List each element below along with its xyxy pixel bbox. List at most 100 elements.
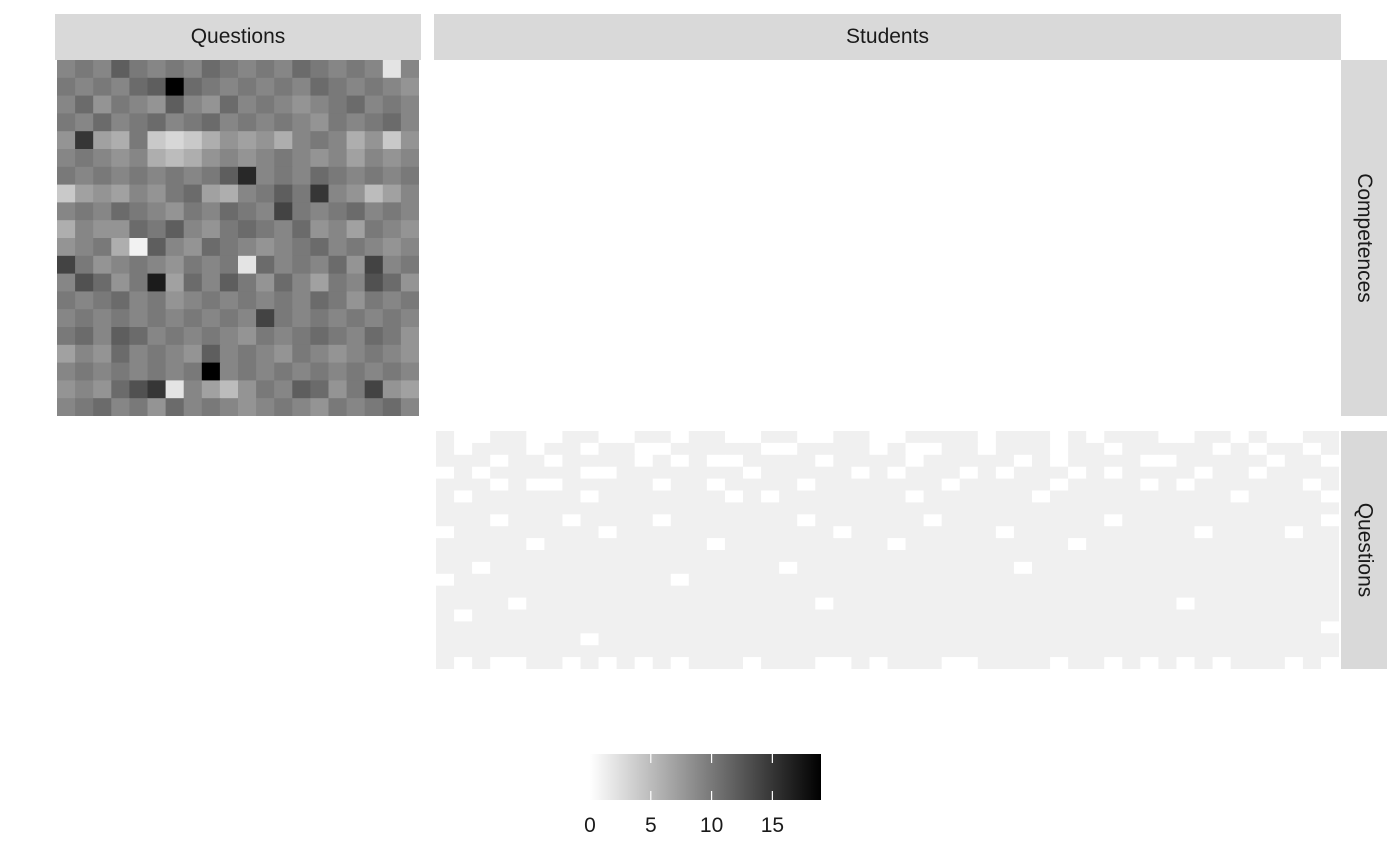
heatmap-cell xyxy=(688,561,708,575)
heatmap-cell xyxy=(616,442,636,456)
heatmap-cell xyxy=(1266,657,1286,669)
heatmap-cell xyxy=(472,466,491,480)
heatmap-cell xyxy=(1248,550,1268,563)
heatmap-cell xyxy=(869,561,889,575)
heatmap-cell xyxy=(941,431,961,444)
heatmap-cell xyxy=(526,561,545,575)
heatmap-cell xyxy=(1158,585,1178,599)
heatmap-cell xyxy=(1140,538,1159,551)
heatmap-cell xyxy=(1176,645,1196,658)
heatmap-cell xyxy=(1140,561,1159,575)
heatmap-cell xyxy=(382,184,402,203)
heatmap-cell xyxy=(833,502,852,515)
heatmap-cell xyxy=(833,645,852,658)
heatmap-cell xyxy=(1068,657,1087,669)
heatmap-cell xyxy=(274,95,293,114)
heatmap-cell xyxy=(761,621,780,634)
heatmap-cell xyxy=(743,621,762,634)
heatmap-cell xyxy=(1086,466,1105,480)
heatmap-cell xyxy=(869,597,889,611)
heatmap-cell xyxy=(292,344,311,364)
heatmap-cell xyxy=(93,220,112,239)
heatmap-cell xyxy=(328,309,348,328)
heatmap-cell xyxy=(490,466,509,480)
heatmap-cell xyxy=(1194,573,1214,587)
heatmap-cell xyxy=(833,597,852,611)
heatmap-cell xyxy=(1158,645,1178,658)
heatmap-cell xyxy=(1068,609,1087,622)
heatmap-cell xyxy=(923,466,943,480)
heatmap-cell xyxy=(1194,585,1214,599)
heatmap-cell xyxy=(183,166,203,186)
heatmap-cell xyxy=(779,490,798,503)
heatmap-cell xyxy=(652,502,672,515)
heatmap-cell xyxy=(580,609,600,622)
heatmap-cell xyxy=(1320,585,1339,599)
heatmap-cell xyxy=(1104,609,1123,622)
heatmap-cell xyxy=(75,273,94,292)
heatmap-cell xyxy=(111,344,130,364)
heatmap-cell xyxy=(905,633,925,646)
heatmap-cell xyxy=(1158,454,1178,468)
heatmap-cell xyxy=(1068,645,1087,658)
heatmap-cell xyxy=(183,184,203,203)
heatmap-cell xyxy=(1104,442,1123,456)
heatmap-cell xyxy=(1050,645,1069,658)
heatmap-cell xyxy=(779,561,798,575)
heatmap-cell xyxy=(57,273,76,292)
heatmap-cell xyxy=(400,149,419,168)
heatmap-cell xyxy=(219,309,239,328)
heatmap-cell xyxy=(959,466,979,480)
heatmap-cell xyxy=(995,478,1015,492)
heatmap-cell xyxy=(310,309,330,328)
heatmap-cell xyxy=(634,573,654,587)
heatmap-cell xyxy=(400,255,419,275)
heatmap-cell xyxy=(1248,573,1268,587)
heatmap-cell xyxy=(256,255,275,275)
heatmap-cell xyxy=(544,514,564,527)
heatmap-cell xyxy=(761,466,780,480)
heatmap-cell xyxy=(219,398,239,416)
heatmap-cell xyxy=(724,597,744,611)
heatmap-cell xyxy=(1302,442,1322,456)
heatmap-cell xyxy=(941,442,961,456)
heatmap-cell xyxy=(111,149,130,168)
heatmap-cell xyxy=(833,585,852,599)
heatmap-cell xyxy=(743,466,762,480)
heatmap-cell xyxy=(256,184,275,203)
heatmap-cell xyxy=(743,454,762,468)
heatmap-cell xyxy=(508,514,527,527)
facet-strip-competences-label: Competences xyxy=(1353,173,1377,303)
heatmap-cell xyxy=(995,573,1015,587)
heatmap-cell xyxy=(941,597,961,611)
heatmap-cell xyxy=(779,585,798,599)
heatmap-cell xyxy=(346,327,366,346)
heatmap-cell xyxy=(887,645,907,658)
heatmap-cell xyxy=(382,131,402,150)
heatmap-cell xyxy=(364,60,384,79)
heatmap-cell xyxy=(977,561,997,575)
heatmap-cell xyxy=(923,657,943,669)
heatmap-cell xyxy=(562,609,582,622)
heatmap-cell xyxy=(833,633,852,646)
heatmap-cell xyxy=(851,514,871,527)
heatmap-cell xyxy=(905,478,925,492)
heatmap-cell xyxy=(815,609,834,622)
heatmap-cell xyxy=(797,466,816,480)
heatmap-cell xyxy=(995,502,1015,515)
heatmap-cell xyxy=(238,95,257,114)
heatmap-cell xyxy=(706,645,726,658)
heatmap-cell xyxy=(869,514,889,527)
heatmap-cell xyxy=(526,454,545,468)
heatmap-cell xyxy=(382,95,402,114)
heatmap-cell xyxy=(995,538,1015,551)
heatmap-cell xyxy=(1284,573,1304,587)
heatmap-cell xyxy=(1284,526,1304,539)
heatmap-cell xyxy=(959,442,979,456)
heatmap-cell xyxy=(1086,621,1105,634)
heatmap-cell xyxy=(1140,442,1159,456)
heatmap-cell xyxy=(400,309,419,328)
heatmap-cell xyxy=(111,309,130,328)
heatmap-cell xyxy=(869,454,889,468)
heatmap-cell xyxy=(598,621,618,634)
